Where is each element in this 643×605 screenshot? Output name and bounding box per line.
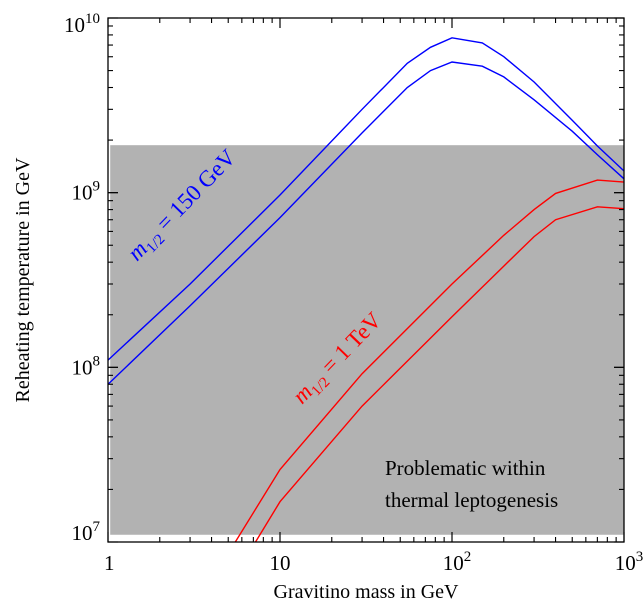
tick-label: 102 (443, 549, 472, 575)
axis-ticks: 1 10 102 103 107 108 109 1010 (64, 11, 643, 575)
series-curve (107, 61, 625, 385)
series-curve (107, 37, 625, 361)
tick-label: 109 (72, 179, 101, 205)
plot-frame (107, 17, 625, 543)
series-curve (254, 206, 625, 543)
tick-label: 1 (104, 551, 115, 575)
region-annotation-line: Problematic within (385, 456, 546, 480)
y-axis-label: Reheating temperature in GeV (12, 157, 34, 402)
tick-label: 10 (270, 551, 291, 575)
tick-label: 107 (72, 519, 101, 545)
series-layer (107, 37, 625, 543)
region-annotation-line: thermal leptogenesis (385, 488, 558, 512)
tick-label: 108 (72, 353, 101, 379)
tick-label: 103 (615, 549, 643, 575)
x-axis-label: Gravitino mass in GeV (274, 581, 460, 603)
tick-label: 1010 (64, 11, 100, 37)
shaded-region-layer (110, 145, 624, 535)
series-curve (234, 179, 625, 543)
annotation-layer: Problematic within thermal leptogenesis (385, 456, 558, 512)
problematic-region (110, 145, 624, 535)
